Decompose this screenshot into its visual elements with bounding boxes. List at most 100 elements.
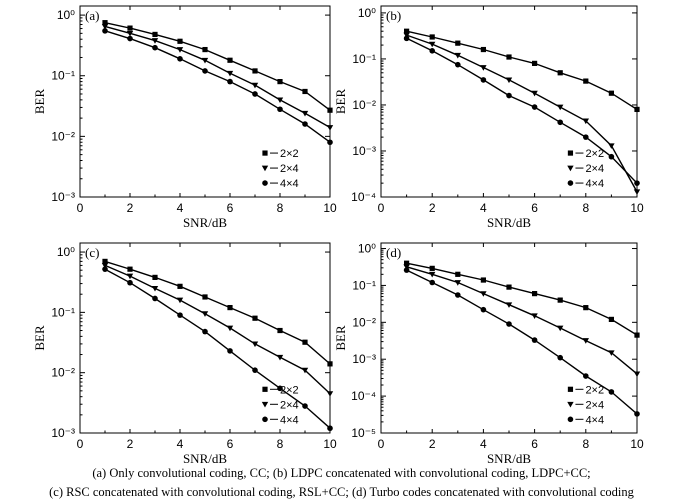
x-tick-label: 2: [127, 437, 134, 451]
data-point: [227, 78, 233, 85]
data-point: [177, 38, 183, 44]
data-point: [531, 337, 538, 343]
data-point: [608, 350, 615, 356]
data-point: [202, 294, 208, 300]
data-point: [102, 258, 108, 264]
y-tick-label: 10⁻¹: [352, 52, 376, 66]
x-tick-label: 8: [582, 437, 589, 451]
legend-label: 2×4: [280, 163, 299, 175]
data-point: [480, 46, 486, 53]
chart-panel-d: 0 2 4 6 8 10 10⁰ 10⁻¹ 10⁻² 10⁻³ 10⁻⁴ 10⁻⁵ SNR/dB BER (…: [333, 242, 644, 466]
data-point: [480, 277, 486, 283]
data-point: [202, 68, 208, 74]
series-2: [102, 266, 333, 432]
data-point: [301, 110, 309, 117]
data-point: [633, 189, 641, 195]
data-point: [127, 35, 133, 42]
legend-marker: [261, 401, 269, 408]
chart-panel-b: 0 2 4 6 8 10 10⁰ 10⁻¹ 10⁻² 10⁻³ 10⁻⁴ SNR/dB BER (b) 2×…: [333, 5, 644, 230]
data-point: [480, 77, 487, 83]
data-point: [252, 367, 258, 373]
data-point: [227, 348, 233, 354]
data-point: [201, 311, 209, 317]
data-point: [480, 306, 487, 313]
legend-marker: [262, 416, 268, 423]
x-tick-label: 10: [630, 437, 644, 451]
data-point: [201, 57, 209, 64]
data-point: [506, 92, 512, 99]
legend-label: 2×4: [585, 399, 604, 411]
x-tick-label: 0: [378, 437, 385, 451]
x-tick-label: 10: [323, 201, 337, 215]
data-point: [152, 295, 158, 302]
y-tick-label: 10⁻¹: [352, 278, 376, 292]
data-point: [608, 316, 614, 322]
data-point: [429, 265, 435, 271]
data-point: [582, 118, 589, 125]
data-point: [557, 325, 564, 332]
data-point: [532, 291, 538, 297]
figure: 0 2 4 6 8 10 10⁰ 10⁻¹ 10⁻² 10⁻³ SNR/dB BER (a) 2×2 2×4…: [32, 5, 644, 466]
legend-label: 4×4: [585, 178, 604, 190]
data-point: [177, 312, 183, 318]
series-0: [102, 258, 333, 367]
data-point: [101, 24, 109, 30]
legend-label: 2×4: [585, 163, 604, 175]
legend-marker: [567, 165, 574, 172]
data-point: [302, 339, 308, 345]
data-point: [583, 305, 589, 311]
y-tick-label: 10⁻²: [51, 366, 75, 380]
data-point: [127, 25, 133, 31]
data-point: [403, 264, 410, 270]
data-point: [177, 283, 183, 289]
data-point: [429, 48, 436, 54]
series-line: [406, 269, 638, 415]
y-axis-title: BER: [333, 89, 348, 115]
data-point: [176, 47, 184, 53]
data-point: [276, 354, 284, 361]
x-axis-title: SNR/dB: [183, 451, 227, 466]
series-0: [102, 20, 333, 113]
data-point: [429, 279, 436, 286]
series-line: [104, 25, 331, 129]
series-1: [403, 32, 641, 195]
data-point: [455, 271, 461, 277]
x-tick-label: 10: [323, 437, 337, 451]
y-axis-title: BER: [32, 89, 47, 115]
data-point: [126, 30, 134, 37]
data-point: [177, 56, 183, 62]
data-point: [506, 54, 512, 60]
data-point: [226, 70, 234, 77]
data-point: [633, 371, 641, 378]
series-2: [102, 28, 333, 146]
data-point: [505, 77, 513, 84]
data-point: [102, 20, 108, 26]
data-point: [403, 267, 410, 273]
data-point: [226, 325, 234, 332]
y-tick-label: 10⁰: [358, 242, 376, 256]
y-tick-label: 10⁰: [57, 245, 75, 259]
data-point: [326, 125, 334, 131]
x-tick-label: 2: [429, 201, 436, 215]
y-tick-label: 10⁰: [358, 6, 376, 20]
data-point: [583, 373, 589, 379]
data-point: [403, 32, 410, 39]
legend-marker: [567, 401, 574, 408]
series-1: [403, 264, 641, 378]
panel-label: (b): [386, 8, 401, 23]
y-tick-label: 10⁻³: [51, 190, 75, 204]
series-line: [104, 268, 331, 429]
x-tick-label: 4: [177, 201, 184, 215]
caption-line-2: (c) RSC concatenated with convolutional …: [49, 485, 634, 499]
caption-line-1: (a) Only convolutional coding, CC; (b) L…: [92, 466, 591, 480]
data-point: [505, 302, 513, 308]
y-tick-label: 10⁻³: [352, 352, 376, 366]
x-tick-label: 10: [630, 201, 644, 215]
data-point: [277, 106, 283, 113]
data-point: [608, 153, 615, 160]
y-tick-label: 10⁻⁴: [351, 190, 376, 204]
data-point: [557, 354, 563, 361]
legend-label: 2×2: [280, 148, 299, 160]
data-point: [531, 104, 538, 110]
data-point: [608, 90, 614, 96]
